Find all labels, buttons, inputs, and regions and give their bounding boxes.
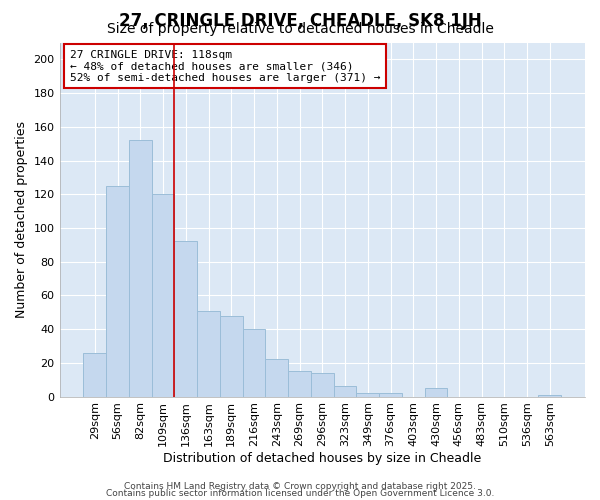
Y-axis label: Number of detached properties: Number of detached properties [15,121,28,318]
Bar [106,186,129,396]
Bar [83,352,106,397]
Bar [425,388,448,396]
Text: Contains public sector information licensed under the Open Government Licence 3.: Contains public sector information licen… [106,489,494,498]
Bar [265,360,288,397]
Bar [538,395,561,396]
X-axis label: Distribution of detached houses by size in Cheadle: Distribution of detached houses by size … [163,452,481,465]
Bar [242,329,265,396]
Bar [197,310,220,396]
Bar [356,393,379,396]
Bar [379,393,402,396]
Bar [152,194,175,396]
Bar [311,373,334,396]
Bar [220,316,242,396]
Bar [129,140,152,396]
Text: 27 CRINGLE DRIVE: 118sqm
← 48% of detached houses are smaller (346)
52% of semi-: 27 CRINGLE DRIVE: 118sqm ← 48% of detach… [70,50,380,83]
Bar [334,386,356,396]
Text: Contains HM Land Registry data © Crown copyright and database right 2025.: Contains HM Land Registry data © Crown c… [124,482,476,491]
Text: 27, CRINGLE DRIVE, CHEADLE, SK8 1JH: 27, CRINGLE DRIVE, CHEADLE, SK8 1JH [119,12,481,30]
Bar [288,372,311,396]
Bar [175,242,197,396]
Text: Size of property relative to detached houses in Cheadle: Size of property relative to detached ho… [107,22,493,36]
